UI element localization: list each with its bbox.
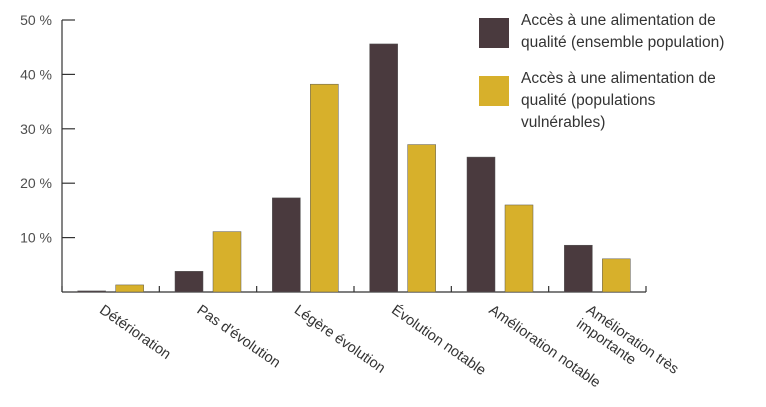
bar-series-2-2 <box>213 232 241 292</box>
legend-label-line: qualité (ensemble population) <box>521 34 724 51</box>
x-tick-label-line: Détérioration <box>96 302 173 363</box>
x-tick-label-line: Pas d'évolution <box>194 302 283 371</box>
y-tick-label: 40 % <box>20 66 52 82</box>
bar-series-2-4 <box>408 145 436 292</box>
x-tick-label-line: Légère évolution <box>291 302 388 377</box>
bar-series-1-6 <box>564 245 592 292</box>
legend-label-line: vulnérables) <box>521 114 605 131</box>
legend-label-line: Accès à une alimentation de <box>521 70 716 87</box>
bar-series-2-3 <box>310 84 338 292</box>
legend-label-series-2: Accès à une alimentation de qualité (popu… <box>521 70 716 131</box>
x-tick-label-line: Évolution notable <box>388 301 489 379</box>
y-tick-label: 50 % <box>20 12 52 28</box>
legend-label-line: qualité (populations <box>521 92 656 109</box>
legend: Accès à une alimentation de qualité (ense… <box>479 12 724 131</box>
legend-label-series-1: Accès à une alimentation de qualité (ense… <box>521 12 724 51</box>
bar-series-1-1 <box>78 291 106 292</box>
bar-series-2-5 <box>505 205 533 292</box>
x-tick-label: Évolution notable <box>388 301 489 379</box>
x-axis: Détérioration Pas d'évolution Légère évolu… <box>62 286 681 392</box>
bar-series-1-5 <box>467 157 495 292</box>
legend-label-line: Accès à une alimentation de <box>521 12 716 29</box>
y-tick-label: 10 % <box>20 230 52 246</box>
x-tick-label: Détérioration <box>96 302 173 363</box>
legend-swatch-series-1 <box>479 18 509 48</box>
bar-series-1-4 <box>370 44 398 292</box>
y-tick-label: 30 % <box>20 121 52 137</box>
bar-series-1-3 <box>272 198 300 292</box>
bar-series-2-1 <box>116 285 144 292</box>
y-axis: 10 % 20 % 30 % 40 % 50 % <box>20 12 75 292</box>
legend-swatch-series-2 <box>479 76 509 106</box>
bar-series-1-2 <box>175 271 203 292</box>
x-tick-label: Pas d'évolution <box>194 302 283 371</box>
bar-series-2-6 <box>602 259 630 292</box>
y-tick-label: 20 % <box>20 175 52 191</box>
x-tick-label: Légère évolution <box>291 302 388 377</box>
